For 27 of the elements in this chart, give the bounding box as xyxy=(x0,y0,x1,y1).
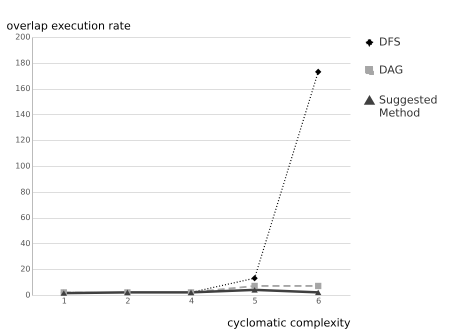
y-tick-label: 0 xyxy=(25,290,30,300)
legend-label: DAG xyxy=(379,64,404,76)
y-tick-label: 80 xyxy=(20,187,30,196)
point xyxy=(315,282,322,290)
y-axis-title: overlap execution rate xyxy=(6,20,131,32)
y-tick-label: 160 xyxy=(15,84,30,94)
point xyxy=(251,275,258,282)
x-tick-label: 6 xyxy=(316,296,322,306)
legend-label: DFS xyxy=(379,36,401,48)
y-tick-label: 200 xyxy=(15,32,30,42)
x-tick-label: 2 xyxy=(125,296,130,306)
point xyxy=(315,68,322,75)
point xyxy=(251,287,258,293)
y-tick-label: 120 xyxy=(15,136,30,145)
point xyxy=(315,290,322,296)
y-tick-label: 20 xyxy=(20,264,30,274)
x-tick-label: 5 xyxy=(252,296,258,306)
point xyxy=(251,282,258,290)
y-tick-label: 60 xyxy=(20,213,30,222)
legend-label: Suggested Method xyxy=(379,94,438,120)
x-axis-title: cyclomatic complexity xyxy=(227,316,351,330)
y-tick-label: 140 xyxy=(15,110,30,119)
x-tick-label: 1 xyxy=(62,296,67,306)
y-tick-label: 180 xyxy=(15,58,30,68)
y-tick-label: 100 xyxy=(15,162,30,170)
y-tick-label: 40 xyxy=(20,238,30,248)
x-tick-label: 4 xyxy=(188,296,194,306)
